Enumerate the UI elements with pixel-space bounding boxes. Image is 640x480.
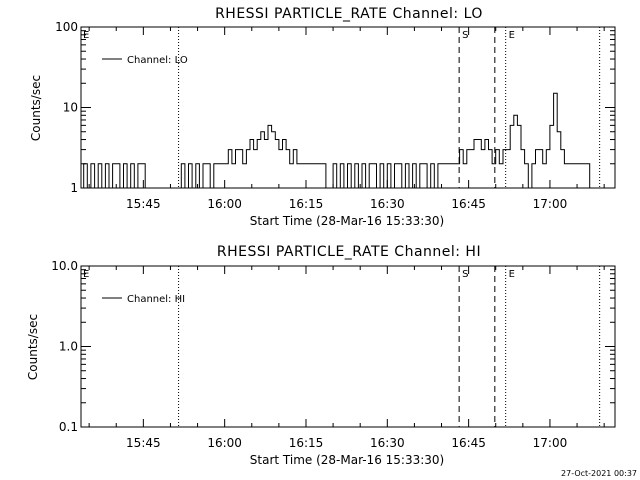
y-tick-label: 1.0 xyxy=(59,340,78,354)
panel-lo: RHESSI PARTICLE_RATE Channel: LO 15:45 16… xyxy=(29,6,616,228)
x-tick-label: 16:45 xyxy=(451,436,486,450)
corner-label-hi: E xyxy=(83,269,89,280)
panel-hi: RHESSI PARTICLE_RATE Channel: HI 15:45 16… xyxy=(26,244,616,467)
x-tick-label: 16:15 xyxy=(289,197,324,211)
time-marker-label: E xyxy=(509,30,515,41)
x-tick-label: 16:30 xyxy=(370,197,405,211)
y-tick-label: 0.1 xyxy=(59,420,78,434)
axes-lo: 15:45 16:00 16:15 16:30 16:45 17:00 1 10 100 xyxy=(55,20,615,211)
series-line-lo xyxy=(81,92,597,189)
timestamp-label: 27-Oct-2021 00:37 xyxy=(561,469,637,478)
y-axis-label-hi: Counts/sec xyxy=(26,314,40,380)
axes-hi: 15:45 16:00 16:15 16:30 16:45 17:00 0.1 1.0 10.0 xyxy=(51,259,615,450)
x-tick-label: 17:00 xyxy=(533,436,568,450)
y-axis-label-lo: Counts/sec xyxy=(29,75,43,141)
plot-frame-hi xyxy=(80,265,616,428)
x-tick-label: 16:15 xyxy=(289,436,324,450)
time-marker-label: E xyxy=(509,269,515,280)
y-tick-label: 1 xyxy=(70,181,78,195)
x-tick-label: 16:45 xyxy=(451,197,486,211)
y-tick-label: 10 xyxy=(63,101,78,115)
x-tick-label: 16:30 xyxy=(370,436,405,450)
chart-title-lo: RHESSI PARTICLE_RATE Channel: LO xyxy=(215,6,483,22)
x-tick-label: 16:00 xyxy=(207,436,242,450)
legend-label-lo: Channel: LO xyxy=(127,55,188,66)
legend-lo: Channel: LO xyxy=(102,55,188,66)
x-tick-label: 16:00 xyxy=(207,197,242,211)
chart-title-hi: RHESSI PARTICLE_RATE Channel: HI xyxy=(217,244,481,260)
y-tick-label: 100 xyxy=(55,20,78,34)
x-tick-label: 17:00 xyxy=(533,197,568,211)
x-tick-label: 15:45 xyxy=(126,436,161,450)
y-tick-label: 10.0 xyxy=(51,259,78,273)
corner-label-lo: E xyxy=(83,30,89,41)
time-marker-label: S xyxy=(462,30,468,41)
legend-hi: Channel: HI xyxy=(102,294,185,305)
legend-label-hi: Channel: HI xyxy=(127,294,185,305)
x-axis-label-hi: Start Time (28-Mar-16 15:33:30) xyxy=(250,453,444,467)
x-tick-label: 15:45 xyxy=(126,197,161,211)
time-marker-label: S xyxy=(462,269,468,280)
x-axis-label-lo: Start Time (28-Mar-16 15:33:30) xyxy=(250,214,444,228)
